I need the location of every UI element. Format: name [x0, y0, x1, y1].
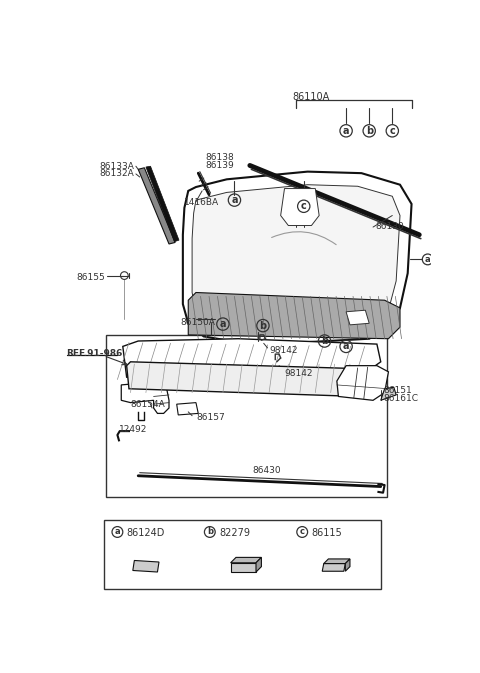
- Polygon shape: [192, 184, 400, 330]
- Polygon shape: [381, 387, 396, 400]
- Text: 86139: 86139: [205, 161, 234, 170]
- Text: 86151: 86151: [383, 386, 412, 396]
- Polygon shape: [322, 563, 345, 571]
- Polygon shape: [188, 293, 400, 339]
- Text: 12492: 12492: [119, 425, 147, 434]
- Text: 86150A: 86150A: [180, 318, 216, 327]
- Text: 86124D: 86124D: [127, 528, 165, 538]
- Text: 98142: 98142: [269, 346, 298, 355]
- Polygon shape: [121, 381, 169, 413]
- Polygon shape: [146, 166, 179, 242]
- Polygon shape: [123, 339, 381, 385]
- Text: 86430: 86430: [252, 466, 281, 474]
- Polygon shape: [337, 365, 388, 400]
- Text: 86138: 86138: [205, 153, 234, 162]
- Bar: [106, 335, 387, 497]
- Text: a: a: [343, 341, 349, 351]
- Text: c: c: [389, 126, 395, 136]
- Polygon shape: [346, 310, 369, 325]
- Text: 86115: 86115: [312, 528, 342, 538]
- Text: a: a: [425, 255, 431, 264]
- Text: a: a: [231, 195, 238, 205]
- Polygon shape: [324, 559, 350, 563]
- Text: 86154A: 86154A: [131, 400, 165, 409]
- Text: b: b: [207, 528, 213, 536]
- Polygon shape: [345, 559, 350, 571]
- Polygon shape: [281, 188, 319, 225]
- Text: c: c: [300, 528, 305, 536]
- Text: c: c: [301, 201, 307, 211]
- Text: 82279: 82279: [219, 528, 250, 538]
- Polygon shape: [138, 168, 175, 244]
- Polygon shape: [230, 557, 262, 563]
- Polygon shape: [177, 402, 198, 415]
- Text: 98142: 98142: [285, 369, 313, 378]
- Text: 86155: 86155: [77, 273, 105, 282]
- Text: 86132A: 86132A: [100, 170, 134, 178]
- Text: 1416BA: 1416BA: [184, 198, 219, 207]
- Text: b: b: [321, 336, 328, 346]
- Text: a: a: [220, 319, 226, 329]
- Bar: [104, 520, 381, 589]
- Text: 86133A: 86133A: [100, 162, 134, 171]
- Text: b: b: [366, 126, 373, 136]
- Text: a: a: [343, 126, 349, 136]
- Text: a: a: [115, 528, 120, 536]
- Text: 86157: 86157: [196, 413, 225, 423]
- Text: 86110A: 86110A: [292, 92, 329, 102]
- Polygon shape: [183, 172, 411, 343]
- Polygon shape: [230, 563, 256, 572]
- Text: 86161C: 86161C: [383, 394, 418, 403]
- Text: REF.91-986: REF.91-986: [67, 349, 123, 358]
- Polygon shape: [256, 557, 262, 572]
- Text: 86130: 86130: [375, 221, 404, 231]
- Text: b: b: [259, 320, 266, 330]
- Polygon shape: [133, 561, 159, 572]
- Polygon shape: [127, 362, 377, 396]
